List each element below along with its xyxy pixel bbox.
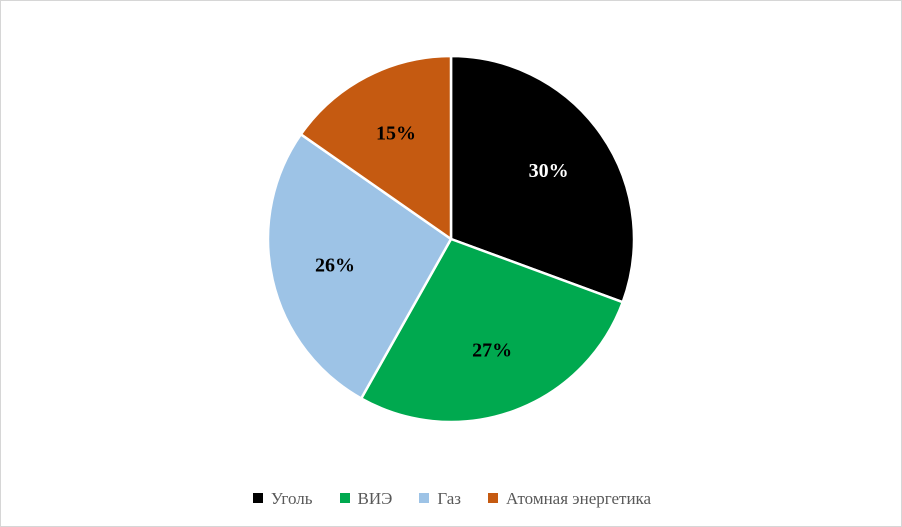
legend-item: ВИЭ [339, 488, 393, 508]
pie-slice-value-label: 30% [529, 160, 569, 182]
legend-item: Атомная энергетика [488, 490, 651, 507]
legend-label: Уголь [270, 488, 313, 508]
pie-slice-value-label: 15% [376, 123, 416, 145]
legend-item: Уголь [252, 488, 313, 508]
pie-slice-3 [299, 54, 453, 241]
legend-label: ВИЭ [357, 488, 393, 508]
legend-marker-icon [252, 493, 263, 503]
legend-marker-icon [339, 493, 350, 503]
pie-slice-value-label: 27% [472, 340, 512, 362]
legend-label: Атомная энергетика [506, 488, 652, 508]
pie-slice-0 [449, 54, 636, 304]
chart-legend: Уголь ВИЭ Газ Атомная энергетика [1, 482, 901, 514]
legend-marker-icon [488, 493, 499, 503]
legend-label: Газ [437, 488, 462, 508]
pie-chart: 30% 27% 26% 15% [266, 54, 636, 424]
legend-marker-icon [419, 493, 430, 503]
legend-item: Газ [419, 490, 461, 507]
pie-slice-2 [266, 133, 453, 400]
pie-plot-area: 30% 27% 26% 15% [1, 1, 901, 471]
pie-slice-value-label: 26% [315, 255, 355, 277]
